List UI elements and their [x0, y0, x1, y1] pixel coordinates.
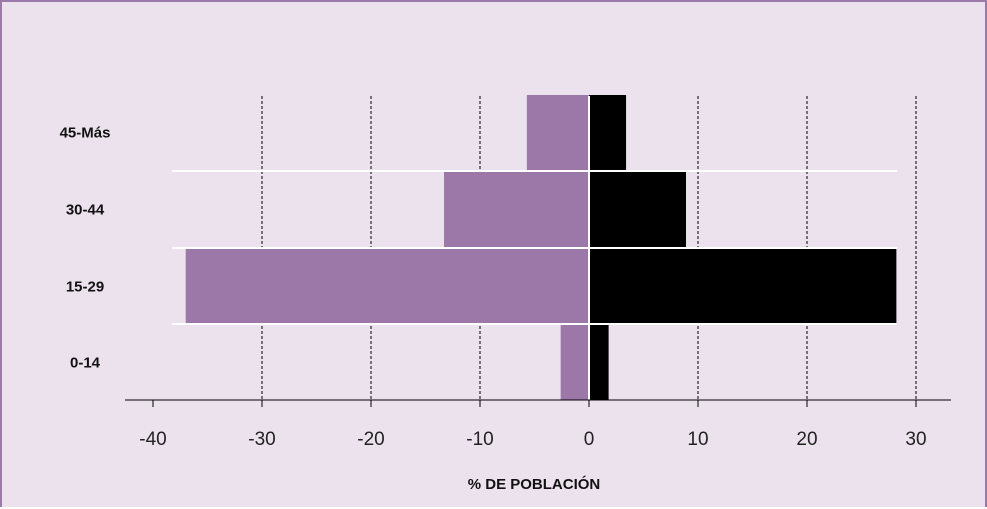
bar-right-1 — [589, 172, 687, 247]
x-tick-label: -40 — [139, 429, 166, 450]
x-axis-title: % DE POBLACIÓN — [468, 475, 601, 493]
x-tick-label: 20 — [796, 429, 817, 450]
x-axis: -40 -30 -20 -10 0 10 20 30 — [125, 399, 951, 450]
bar-left-1 — [444, 172, 589, 247]
category-label: 15-29 — [66, 279, 104, 296]
x-tick-label: 10 — [687, 429, 708, 450]
category-label: 30-44 — [66, 202, 105, 219]
x-tick-label: -30 — [248, 429, 275, 450]
category-labels: 45-Más 30-44 15-29 0-14 — [60, 125, 111, 372]
bars — [172, 95, 897, 400]
bar-right-2 — [589, 249, 897, 324]
category-label: 0-14 — [70, 355, 101, 372]
category-label: 45-Más — [60, 125, 111, 142]
x-tick-label: 0 — [584, 429, 595, 450]
bar-left-0 — [526, 95, 589, 170]
bar-right-3 — [589, 325, 609, 400]
bar-right-0 — [589, 95, 627, 170]
bar-left-2 — [185, 249, 589, 324]
bar-left-3 — [560, 325, 589, 400]
x-tick-label: 30 — [905, 429, 926, 450]
x-tick-label: -10 — [466, 429, 493, 450]
x-tick-label: -20 — [357, 429, 384, 450]
